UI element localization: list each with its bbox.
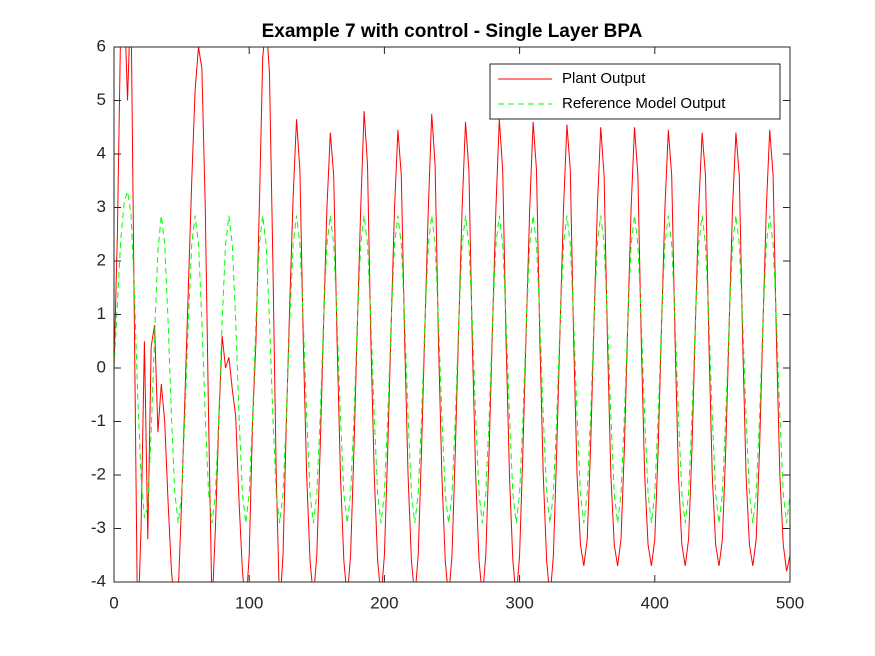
- series-line: [114, 47, 790, 582]
- y-tick-label: 5: [97, 90, 106, 109]
- legend: Plant Output Reference Model Output: [489, 63, 781, 120]
- y-tick-label: 2: [97, 250, 106, 269]
- plot-area: [114, 47, 790, 582]
- y-tick-label: -2: [91, 464, 106, 483]
- legend-label: Plant Output: [562, 70, 646, 87]
- y-tick-label: 4: [97, 143, 106, 162]
- legend-label: Reference Model Output: [562, 95, 726, 112]
- series-line: [114, 191, 790, 524]
- x-tick-label: 100: [235, 593, 263, 612]
- y-tick-label: 0: [97, 357, 106, 376]
- y-tick-label: -1: [91, 411, 106, 430]
- y-tick-label: 6: [97, 36, 106, 55]
- y-tick-label: 1: [97, 304, 106, 323]
- y-tick-label: -4: [91, 571, 106, 590]
- y-tick-label: 3: [97, 197, 106, 216]
- x-tick-label: 200: [370, 593, 398, 612]
- x-tick-label: 500: [776, 593, 804, 612]
- y-tick-label: -3: [91, 518, 106, 537]
- legend-box: [489, 63, 781, 120]
- x-tick-label: 300: [505, 593, 533, 612]
- x-tick-label: 0: [109, 593, 118, 612]
- chart-title: Example 7 with control - Single Layer BP…: [262, 21, 643, 42]
- x-tick-label: 400: [641, 593, 669, 612]
